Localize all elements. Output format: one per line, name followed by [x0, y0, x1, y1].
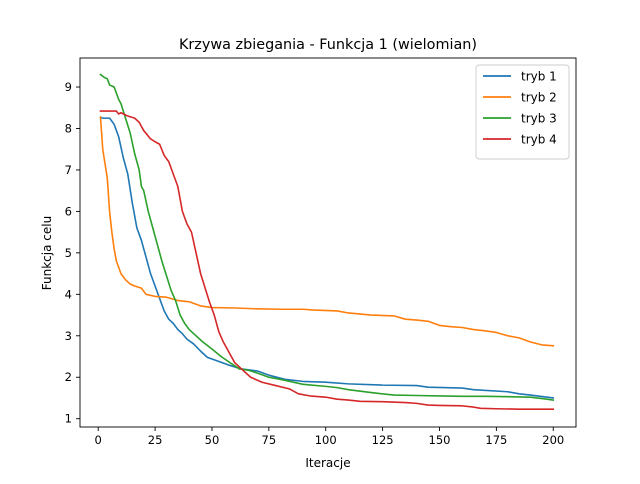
series-line-4 — [99, 110, 555, 410]
legend-label-2: tryb 2 — [521, 91, 557, 105]
y-tick-label: 8 — [65, 121, 72, 135]
legend: tryb 1 tryb 2 tryb 3 tryb 4 — [475, 64, 570, 160]
axes-frame — [79, 57, 577, 428]
legend-label-3: tryb 3 — [521, 112, 557, 126]
y-tick-label: 5 — [65, 246, 72, 260]
y-tick-label: 2 — [65, 370, 72, 384]
legend-label-1: tryb 1 — [521, 70, 557, 84]
series-line-1 — [99, 116, 555, 399]
y-axis-label: Funkcja celu — [40, 216, 54, 290]
x-tick-label: 175 — [485, 433, 507, 447]
x-tick-label: 50 — [205, 433, 220, 447]
series-line-2 — [99, 116, 555, 347]
y-tick-label: 4 — [65, 287, 72, 301]
x-axis-label: Iteracje — [305, 456, 350, 470]
x-tick-label: 25 — [148, 433, 163, 447]
y-tick-label: 6 — [65, 204, 72, 218]
legend-label-4: tryb 4 — [521, 133, 557, 147]
y-tick-label: 7 — [65, 163, 72, 177]
y-tick-label: 1 — [65, 412, 72, 426]
chart-title: Krzywa zbiegania - Funkcja 1 (wielomian) — [179, 37, 477, 53]
series-line-3 — [99, 73, 555, 401]
x-tick-label: 150 — [429, 433, 451, 447]
legend-box — [475, 64, 570, 160]
x-tick-label: 125 — [372, 433, 394, 447]
y-tick-label: 3 — [65, 329, 72, 343]
x-tick-label: 200 — [542, 433, 564, 447]
x-tick-label: 0 — [95, 433, 102, 447]
x-tick-label: 75 — [262, 433, 277, 447]
plot-area: 0 25 50 75 100 125 150 175 200 1 2 3 4 5 6 7 8 9 — [65, 57, 577, 447]
y-tick-label: 9 — [65, 80, 72, 94]
x-tick-label: 100 — [315, 433, 337, 447]
